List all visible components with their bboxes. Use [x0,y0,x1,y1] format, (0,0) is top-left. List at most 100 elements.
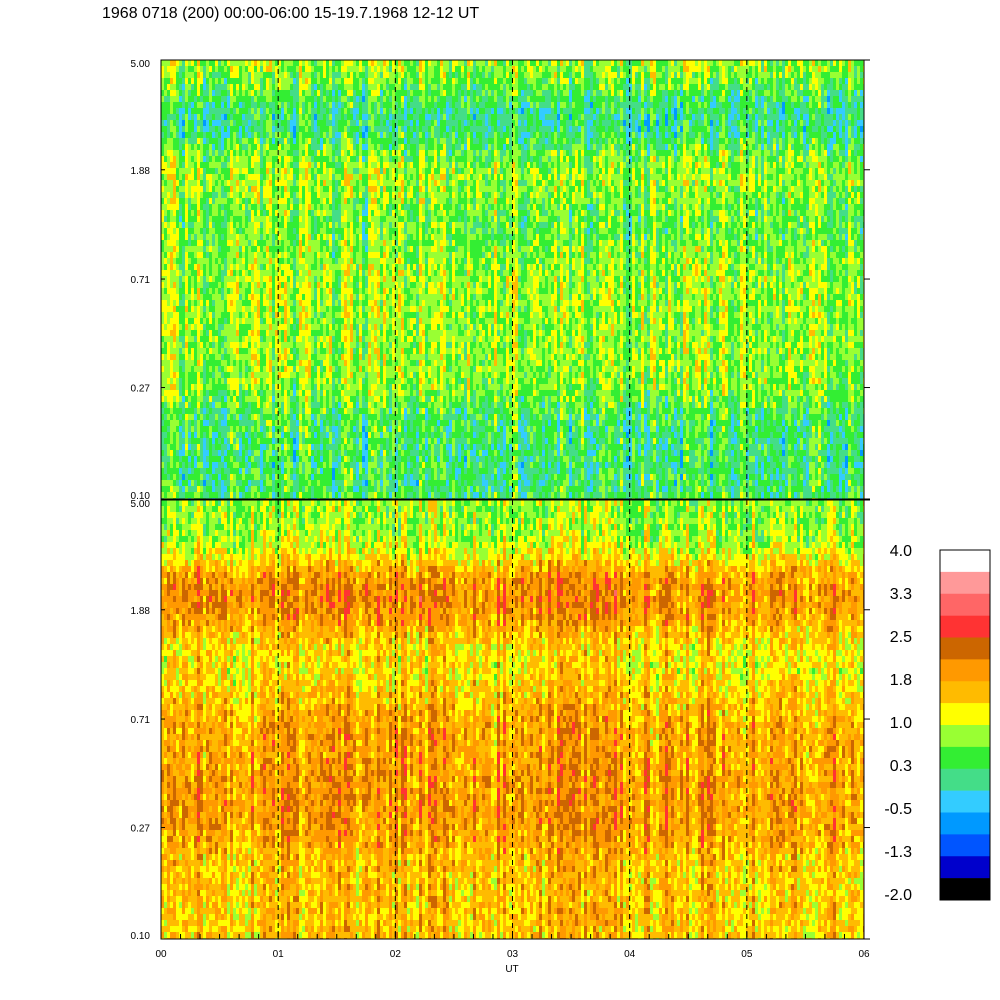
heatmap-cell [338,246,342,253]
heatmap-cell [278,372,282,379]
heatmap-cell [251,162,255,169]
heatmap-cell [281,486,285,493]
heatmap-cell [281,96,285,103]
heatmap-cell [236,450,240,457]
heatmap-cell [218,414,222,421]
heatmap-cell [218,216,222,223]
heatmap-cell [314,246,318,253]
heatmap-cell [338,156,342,163]
heatmap-cell [257,198,261,205]
heatmap-cell [290,492,294,499]
heatmap-cell [182,60,186,67]
heatmap-cell [320,324,324,331]
heatmap-cell [224,264,228,271]
heatmap-cell [332,444,336,451]
heatmap-cell [281,258,285,265]
heatmap-cell [182,312,186,319]
heatmap-cell [269,240,273,247]
heatmap-cell [227,204,231,211]
heatmap-cell [239,102,243,109]
heatmap-cell [260,156,264,163]
heatmap-cell [275,306,279,313]
heatmap-cell [242,240,246,247]
heatmap-cell [173,198,177,205]
heatmap-cell [239,126,243,133]
heatmap-cell [299,192,303,199]
heatmap-cell [302,72,306,79]
heatmap-cell [296,474,300,481]
heatmap-cell [332,150,336,157]
heatmap-cell [170,186,174,193]
heatmap-cell [332,468,336,475]
heatmap-cell [257,162,261,169]
heatmap-cell [317,186,321,193]
heatmap-cell [293,342,297,349]
heatmap-cell [293,492,297,499]
heatmap-cell [230,444,234,451]
heatmap-cell [284,366,288,373]
heatmap-cell [332,108,336,115]
heatmap-cell [161,414,165,421]
heatmap-cell [287,330,291,337]
heatmap-cell [314,492,318,499]
heatmap-cell [224,126,228,133]
heatmap-cell [332,90,336,97]
heatmap-cell [284,330,288,337]
heatmap-cell [239,336,243,343]
heatmap-cell [233,372,237,379]
heatmap-cell [239,144,243,151]
heatmap-cell [188,96,192,103]
heatmap-cell [254,450,258,457]
heatmap-cell [272,120,276,127]
heatmap-cell [254,168,258,175]
heatmap-cell [314,150,318,157]
heatmap-cell [329,414,333,421]
heatmap-cell [257,216,261,223]
heatmap-cell [269,228,273,235]
heatmap-cell [194,444,198,451]
heatmap-cell [299,204,303,211]
heatmap-cell [263,204,267,211]
heatmap-cell [200,342,204,349]
heatmap-cell [353,312,357,319]
heatmap-cell [359,210,363,217]
heatmap-cell [284,402,288,409]
heatmap-cell [206,324,210,331]
heatmap-cell [224,492,228,499]
heatmap-cell [308,414,312,421]
heatmap-cell [212,396,216,403]
heatmap-cell [281,450,285,457]
heatmap-cell [359,126,363,133]
heatmap-cell [182,126,186,133]
heatmap-cell [326,222,330,229]
heatmap-cell [191,234,195,241]
heatmap-cell [335,402,339,409]
heatmap-cell [227,96,231,103]
heatmap-cell [275,78,279,85]
heatmap-cell [344,288,348,295]
heatmap-cell [236,462,240,469]
heatmap-cell [227,84,231,91]
heatmap-cell [293,330,297,337]
heatmap-cell [302,420,306,427]
heatmap-cell [227,240,231,247]
heatmap-cell [353,72,357,79]
heatmap-cell [341,300,345,307]
heatmap-cell [224,216,228,223]
heatmap-cell [296,156,300,163]
heatmap-cell [347,210,351,217]
heatmap-cell [302,330,306,337]
heatmap-cell [164,474,168,481]
heatmap-cell [179,264,183,271]
heatmap-cell [179,216,183,223]
heatmap-cell [290,306,294,313]
heatmap-cell [230,150,234,157]
heatmap-cell [215,72,219,79]
heatmap-cell [188,192,192,199]
heatmap-cell [185,420,189,427]
heatmap-cell [302,492,306,499]
heatmap-cell [164,366,168,373]
heatmap-cell [347,474,351,481]
heatmap-cell [323,420,327,427]
heatmap-cell [218,324,222,331]
